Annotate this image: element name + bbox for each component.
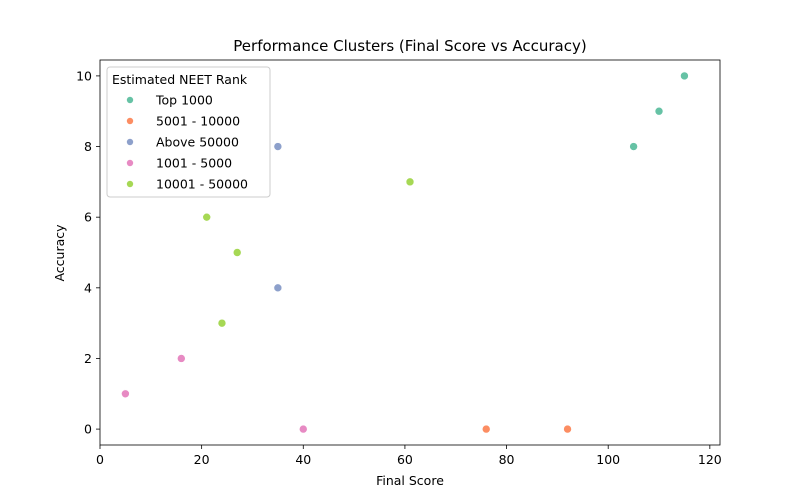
x-tick-label: 120: [698, 452, 722, 467]
y-axis-label: Accuracy: [52, 224, 67, 282]
legend: Estimated NEET Rank Top 1000 5001 - 10000 A…: [106, 66, 271, 198]
legend-marker: [126, 138, 134, 146]
point-10001-50000: [217, 318, 227, 328]
point-top-1000: [629, 142, 638, 151]
legend-label: 5001 - 10000: [156, 114, 240, 129]
legend-label: 1001 - 5000: [156, 156, 232, 171]
point-top-1000: [654, 106, 664, 116]
legend-box: [106, 66, 271, 198]
point-1001-5000: [298, 424, 308, 434]
legend-marker: [126, 96, 134, 104]
plot-frame: [99, 59, 721, 446]
point-1001-5000: [121, 389, 130, 399]
x-axis-label: Final Score: [376, 473, 444, 488]
chart-title: Performance Clusters (Final Score vs Acc…: [233, 37, 586, 55]
y-tick-label: 4: [84, 280, 92, 295]
point-5001-10000: [563, 424, 572, 434]
x-tick-label: 40: [295, 452, 311, 467]
y-tick-label: 8: [84, 139, 92, 154]
x-tick-label: 80: [499, 452, 515, 467]
legend-marker: [126, 159, 134, 167]
point-10001-50000: [405, 177, 415, 187]
y-tick-label: 0: [84, 422, 92, 437]
plot-area: 0 20 40 60 80 100 120 0 2 4 6 8 10: [76, 59, 722, 467]
x-tick-label: 0: [96, 452, 104, 467]
y-tick-label: 10: [76, 68, 92, 83]
legend-label: 10001 - 50000: [156, 177, 248, 192]
legend-label: Above 50000: [156, 135, 239, 150]
x-tick-label: 20: [194, 452, 210, 467]
legend-label: Top 1000: [155, 93, 213, 108]
point-10001-50000: [202, 212, 212, 222]
y-tick-label: 2: [84, 351, 92, 366]
point-5001-10000: [481, 424, 491, 434]
point-1001-5000: [177, 354, 186, 363]
legend-marker: [126, 180, 134, 188]
legend-marker: [126, 117, 134, 125]
point-top-1000: [680, 71, 689, 81]
legend-title: Estimated NEET Rank: [112, 72, 248, 87]
point-above-50000: [273, 283, 283, 293]
point-10001-50000: [232, 248, 242, 257]
x-tick-label: 100: [596, 452, 620, 467]
x-tick-label: 60: [397, 452, 413, 467]
point-above-50000: [273, 142, 283, 151]
y-tick-label: 6: [84, 210, 92, 225]
